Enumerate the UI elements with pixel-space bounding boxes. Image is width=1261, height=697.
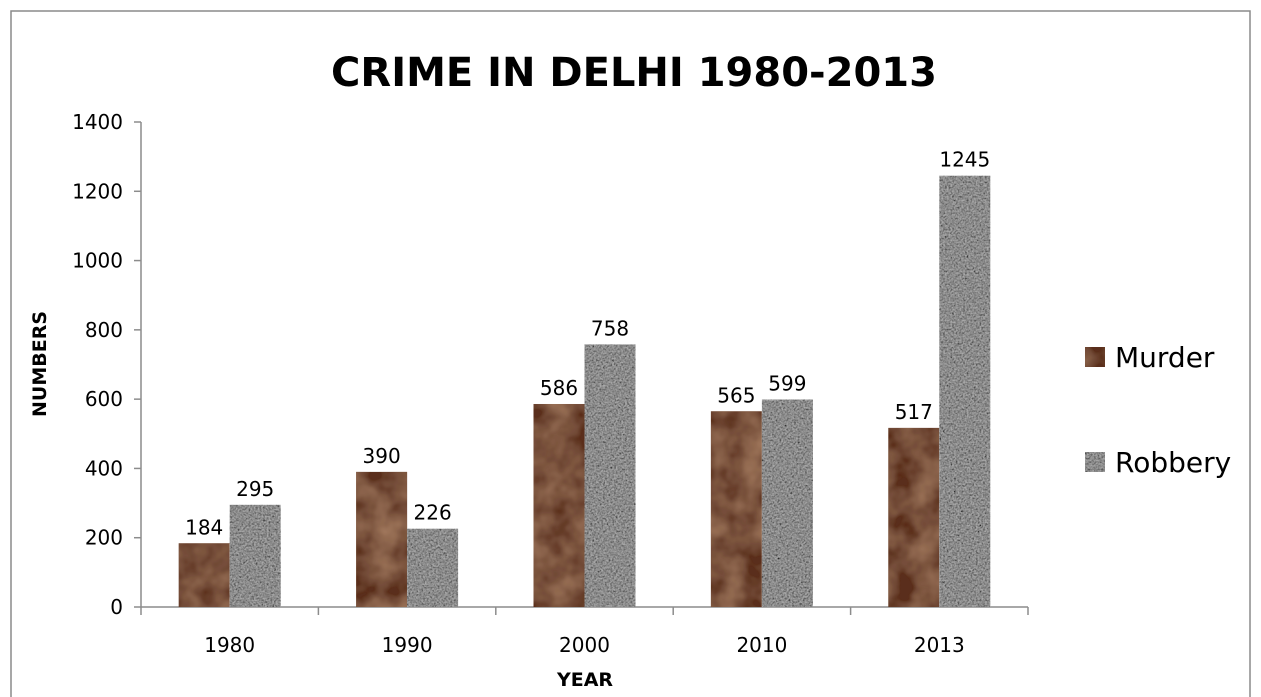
bar-robbery (939, 175, 991, 608)
x-tick-label: 1990 (382, 633, 433, 657)
data-label: 517 (895, 400, 933, 424)
y-axis-ticks: 0 200 400 600 800 1000 1200 1400 (72, 110, 141, 619)
x-tick-label: 2010 (736, 633, 787, 657)
x-tick-label: 1980 (204, 633, 255, 657)
x-tick-label: 2000 (559, 633, 610, 657)
x-tick-label: 2013 (914, 633, 965, 657)
y-axis-title: NUMBERS (29, 311, 51, 417)
legend-label-robbery: Robbery (1115, 446, 1231, 479)
data-label: 1245 (939, 148, 990, 172)
y-tick-label: 600 (85, 387, 123, 411)
data-label: 226 (414, 501, 452, 525)
bar-murder (888, 427, 940, 607)
bar-robbery (761, 399, 813, 607)
bar-murder (710, 411, 762, 607)
y-tick-label: 400 (85, 456, 123, 480)
x-axis-title: YEAR (556, 669, 613, 691)
y-tick-label: 200 (85, 526, 123, 550)
bar-robbery (407, 528, 459, 607)
legend: Murder Robbery (1085, 341, 1231, 479)
data-label: 184 (185, 515, 223, 539)
data-label: 565 (717, 383, 755, 407)
y-tick-label: 1200 (72, 179, 123, 203)
data-label: 390 (363, 444, 401, 468)
y-tick-label: 1400 (72, 110, 123, 134)
data-label: 758 (591, 316, 629, 340)
legend-swatch-robbery (1085, 452, 1105, 472)
bar-robbery (229, 504, 281, 607)
y-tick-label: 0 (110, 595, 123, 619)
chart-title: CRIME IN DELHI 1980-2013 (331, 50, 937, 96)
x-axis-ticks: 1980 1990 2000 2010 2013 (140, 607, 1029, 657)
bar-murder (356, 471, 408, 607)
legend-label-murder: Murder (1115, 341, 1215, 374)
y-tick-label: 800 (85, 318, 123, 342)
legend-swatch-murder (1085, 347, 1105, 367)
y-tick-label: 1000 (72, 249, 123, 273)
bars-group (178, 175, 991, 608)
data-label: 295 (236, 477, 274, 501)
data-labels-group: 184 295 390 226 586 758 565 599 517 1245 (185, 148, 990, 540)
bar-murder (533, 403, 585, 607)
data-label: 586 (540, 376, 578, 400)
bar-murder (178, 543, 230, 607)
bar-robbery (584, 344, 636, 607)
data-label: 599 (768, 371, 806, 395)
